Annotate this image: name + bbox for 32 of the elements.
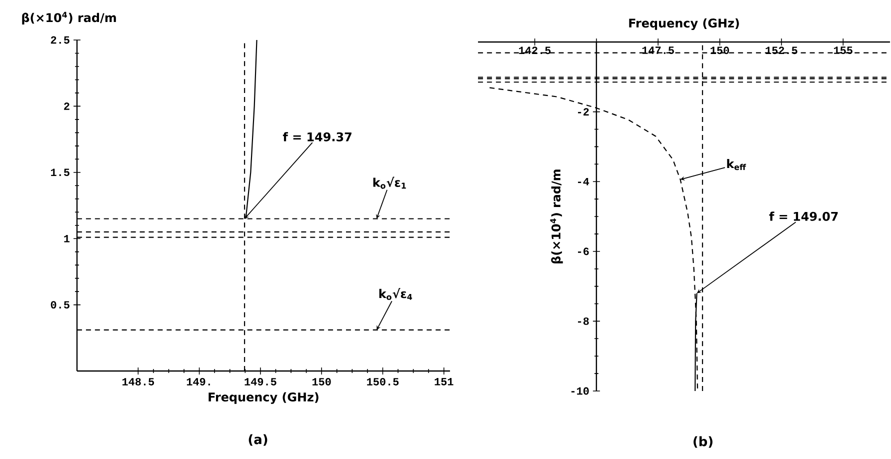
y-tick-label: 2 <box>64 102 70 110</box>
x-tick-label: 150.5 <box>367 378 399 386</box>
y-tick-label: 1.5 <box>51 168 70 176</box>
x-axis-title: Frequency (GHz) <box>629 18 739 30</box>
annotation: k$_{eff}$ <box>727 158 746 170</box>
x-tick-label: 147.5 <box>642 46 674 54</box>
x-tick-label: 155 <box>834 46 852 54</box>
y-tick-label: -10 <box>571 387 589 395</box>
text: (a) <box>248 434 268 446</box>
annotation: f = 149.37 <box>282 132 352 142</box>
text: (b) <box>694 436 712 448</box>
x-tick-label: 152.5 <box>766 46 798 54</box>
x-axis-title: Frequency (GHz) <box>208 392 318 404</box>
x-tick-label: 149. <box>186 378 210 386</box>
y-tick-label: -2 <box>578 108 589 116</box>
x-tick-label: 150 <box>312 378 331 386</box>
y-tick-label: -8 <box>578 317 589 325</box>
y-tick-label: 0.5 <box>50 301 70 309</box>
x-tick-label: 151 <box>434 378 454 386</box>
annotation: k$_{o}$√ε$_{1}$ <box>373 176 406 189</box>
y-axis-title: β(×10$^{4}$) rad/m <box>22 12 116 24</box>
y-tick-label: 1 <box>64 234 70 242</box>
annotation: f = 149.07 <box>769 212 838 221</box>
y-tick-label: -4 <box>578 178 590 186</box>
y-tick-label: -6 <box>578 248 589 256</box>
x-tick-label: 142.5 <box>519 46 551 54</box>
annotation: k$_{o}$√ε$_{4}$ <box>379 288 412 300</box>
x-tick-label: 148.5 <box>122 378 154 386</box>
x-tick-label: 149.5 <box>244 378 276 386</box>
x-tick-label: 150 <box>710 46 730 54</box>
y-tick-label: 2.5 <box>50 36 70 44</box>
y-axis-title: β(×10$^{4}$) rad/m <box>550 170 563 264</box>
